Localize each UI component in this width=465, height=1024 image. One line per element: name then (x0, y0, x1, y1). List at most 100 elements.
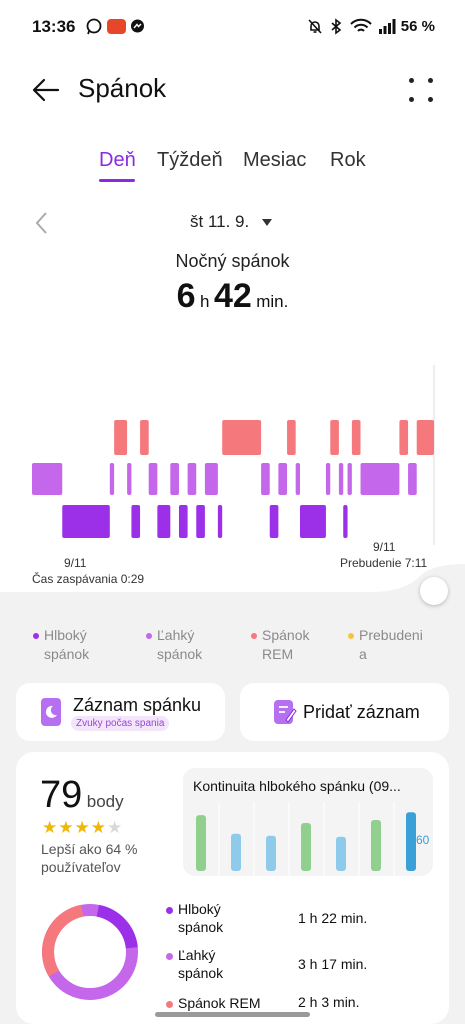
messenger-icon (131, 19, 144, 33)
continuity-bar (231, 833, 241, 871)
breakdown-deep: Hlboký spánok (166, 900, 224, 936)
breakdown-light-label: Ľahký spánok (178, 947, 224, 981)
battery-level: 56 % (400, 18, 435, 35)
breakdown-deep-value: 1 h 22 min. (298, 910, 368, 926)
signal-icon (379, 19, 396, 34)
breakdown-light: Ľahký spánok (166, 946, 224, 982)
tab-year[interactable]: Rok (330, 149, 366, 171)
stage-segment-light (408, 463, 417, 495)
stage-segment-rem (140, 420, 149, 455)
stage-segment-deep (62, 505, 110, 538)
stage-segment-deep (157, 505, 171, 538)
wifi-icon (350, 18, 372, 32)
stage-segment-rem (114, 420, 128, 455)
sleep-record-label: Záznam spánku (73, 695, 202, 715)
sleep-duration: 6 h 42 min. (0, 277, 465, 316)
legend-deep-label: Hlboký spánok (44, 627, 90, 662)
stage-segment-deep (300, 505, 326, 538)
add-record-label: Pridať záznam (303, 702, 420, 722)
caret-down-icon[interactable] (262, 219, 272, 226)
date-selector: št 11. 9. (0, 208, 465, 238)
stage-segment-deep (131, 505, 141, 538)
add-record-button[interactable]: Pridať záznam (240, 683, 449, 741)
back-arrow-icon[interactable] (28, 72, 64, 108)
continuity-highlight-value: 60 (416, 833, 430, 847)
star-empty-icon: ★ (107, 818, 124, 837)
sleep-stage-donut (42, 904, 138, 1000)
duration-hours: 6 (176, 277, 196, 315)
status-time: 13:36 (32, 17, 76, 36)
stage-segment-deep (343, 505, 348, 538)
add-record-icon (274, 700, 297, 724)
stage-segment-light (170, 463, 179, 495)
stage-segment-light (338, 463, 344, 495)
panel-curve (0, 564, 465, 602)
end-date: 9/11 (373, 540, 396, 554)
stage-segment-rem (351, 420, 361, 455)
stage-legend: Hlboký spánok Ľahký spánok Spánok REM Pr… (0, 626, 465, 666)
sleep-record-button[interactable]: Záznam spánku Zvuky počas spania (16, 683, 225, 741)
legend-awake-label: Prebudeni a (359, 627, 423, 662)
legend-rem-dot (251, 633, 257, 639)
score-comparison: Lepší ako 64 % používateľov (41, 841, 138, 875)
duration-hours-unit: h (200, 292, 210, 311)
sleep-summary-panel: 13:36 56 % (0, 0, 465, 592)
page-title: Spánok (78, 73, 167, 103)
breakdown-deep-dot (166, 907, 173, 914)
legend-awake: Prebudeni a (348, 626, 423, 664)
sleep-score: 79 body (40, 774, 124, 817)
stage-segment-deep (178, 505, 188, 538)
breakdown-rem-label: Spánok REM (178, 995, 261, 1011)
legend-rem-label: Spánok REM (262, 627, 310, 662)
more-options-icon[interactable] (407, 76, 435, 104)
sleep-type-label: Nočný spánok (175, 251, 290, 271)
continuity-bar (266, 835, 276, 871)
stage-segment-light (187, 463, 197, 495)
duration-minutes-unit: min. (256, 292, 289, 311)
notification-app-icon (107, 19, 126, 34)
stage-segment-light (261, 463, 270, 495)
stage-segment-light (148, 463, 158, 495)
chart-scrubber-handle[interactable] (420, 577, 448, 605)
bluetooth-icon (331, 18, 342, 35)
selected-date[interactable]: št 11. 9. (190, 212, 250, 231)
legend-light-label: Ľahký spánok (157, 627, 203, 662)
star-icon: ★ (42, 818, 59, 837)
duration-minutes: 42 (213, 277, 252, 315)
stage-segment-rem (330, 420, 339, 455)
start-date: 9/11 (64, 556, 87, 570)
star-icon: ★ (90, 818, 107, 837)
home-indicator[interactable] (155, 1012, 310, 1017)
period-tabs: Deň Týždeň Mesiac Rok (0, 145, 465, 185)
stage-segment-light (109, 463, 115, 495)
continuity-bar (406, 812, 416, 871)
breakdown-rem-value: 2 h 3 min. (298, 994, 360, 1010)
tab-week[interactable]: Týždeň (157, 149, 223, 171)
fall-asleep-time: Čas zaspávania 0:29 (32, 572, 145, 586)
breakdown-rem-dot (166, 1001, 173, 1008)
stage-segment-light (32, 463, 63, 495)
score-unit: body (86, 792, 124, 811)
stage-segment-light (204, 463, 218, 495)
sleep-record-icon (41, 698, 61, 726)
sleep-sounds-chip: Zvuky počas spania (71, 716, 170, 731)
wake-up-time: Prebudenie 7:11 (340, 556, 428, 570)
chevron-left-icon[interactable] (32, 210, 52, 236)
breakdown-deep-label: Hlboký spánok (178, 901, 224, 935)
mute-bell-icon (308, 19, 322, 34)
stage-segment-deep (217, 505, 223, 538)
breakdown-rem: Spánok REM (166, 994, 261, 1012)
app-bar: Spánok (0, 60, 465, 120)
sleep-stages-chart (32, 365, 435, 545)
tab-month[interactable]: Mesiac (243, 149, 307, 171)
tab-day[interactable]: Deň (99, 149, 136, 171)
stage-segment-rem (287, 420, 296, 455)
active-tab-indicator (99, 179, 135, 182)
score-stars: ★★★★★ (42, 818, 123, 838)
sleep-score-card[interactable]: 79 body ★★★★★ Lepší ako 64 % používateľo… (16, 752, 449, 1024)
whatsapp-icon (86, 18, 102, 35)
deep-sleep-continuity-chart[interactable]: Kontinuita hlbokého spánku (09... 60 (183, 768, 433, 876)
star-icon: ★ (58, 818, 75, 837)
breakdown-light-value: 3 h 17 min. (298, 956, 368, 972)
stage-segment-light (295, 463, 300, 495)
